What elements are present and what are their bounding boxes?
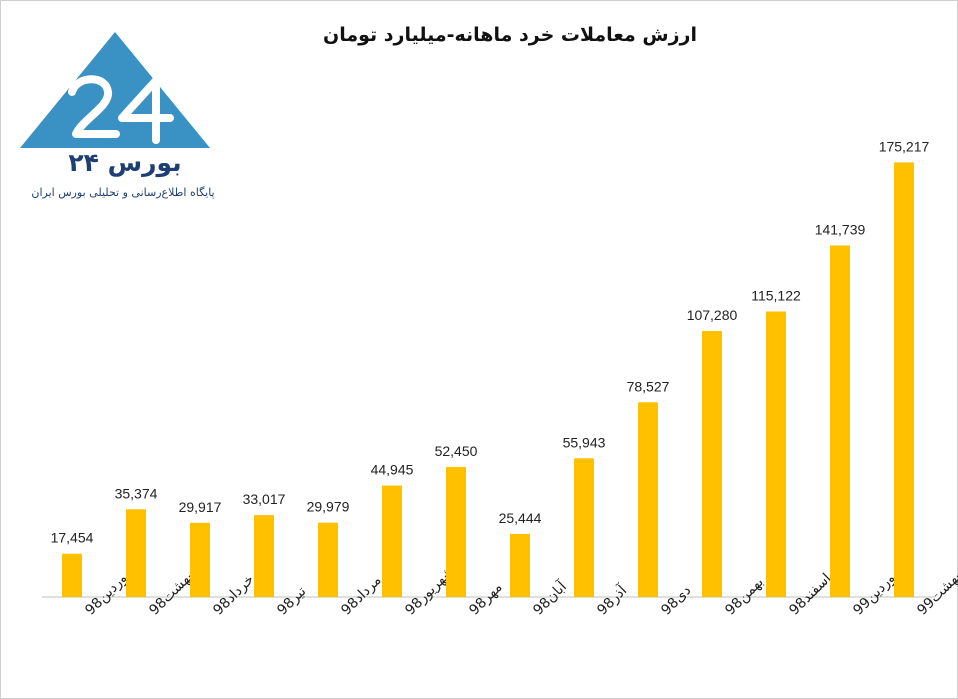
data-label: 29,917 [179, 499, 222, 515]
x-tick-label: دی98 [658, 583, 694, 619]
bar [574, 458, 594, 597]
chart-title: ارزش معاملات خرد ماهانه-میلیارد تومان [323, 24, 697, 46]
x-tick-label: مرداد98 [338, 572, 384, 618]
logo [10, 30, 240, 210]
data-label: 33,017 [243, 491, 286, 507]
bar [190, 522, 210, 597]
data-label: 29,979 [307, 499, 350, 515]
bar [126, 509, 146, 597]
bar [766, 311, 786, 597]
data-label: 175,217 [879, 138, 930, 154]
data-label: 25,444 [499, 510, 542, 526]
data-label: 115,122 [751, 287, 801, 303]
bar [638, 402, 658, 597]
data-label: 78,527 [627, 378, 670, 394]
data-label: 44,945 [371, 462, 414, 478]
bar [382, 485, 402, 597]
bar [894, 162, 914, 597]
data-label: 55,943 [563, 434, 606, 450]
data-label: 141,739 [815, 221, 866, 237]
bar [318, 522, 338, 597]
bar [510, 533, 530, 597]
data-label: 35,374 [115, 485, 158, 501]
logo-triangle-icon [20, 32, 210, 148]
bar [254, 515, 274, 597]
x-tick-label: خرداد98 [210, 572, 257, 619]
x-tick-label: مهر98 [466, 579, 505, 618]
data-label: 52,450 [435, 443, 478, 459]
bar [446, 466, 466, 597]
x-tick-label: آذر98 [594, 581, 631, 618]
logo-name: بورس ۲۴ [68, 148, 182, 177]
data-label: 17,454 [51, 530, 94, 546]
x-tick-label: بهمن98 [722, 574, 767, 619]
x-tick-label: آبان98 [530, 577, 571, 618]
x-tick-label: اردیبهشت99 [914, 554, 958, 619]
data-label: 107,280 [687, 307, 738, 323]
bar [830, 245, 850, 597]
x-tick-label: تیر98 [274, 583, 309, 618]
bar [702, 330, 722, 597]
logo-tagline: پایگاه اطلاع‌رسانی و تحلیلی بورس ایران [31, 186, 215, 199]
x-tick-label: اسفند98 [786, 570, 834, 618]
bar [62, 553, 82, 597]
